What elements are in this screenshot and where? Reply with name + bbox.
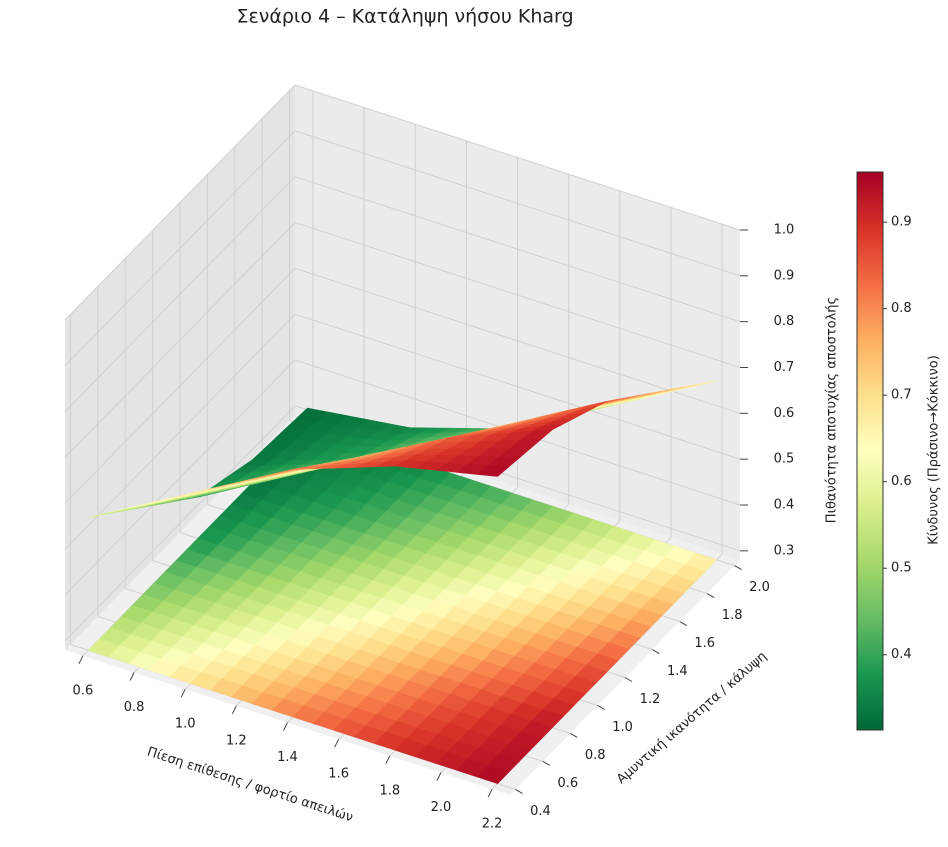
grid-line — [64, 130, 296, 367]
y-axis-label: Αμυντική ικανότητα / κάλυψη — [614, 649, 770, 787]
grid-line — [294, 130, 741, 277]
y-tick-mark — [679, 621, 688, 626]
x-tick-label: 2.2 — [482, 817, 503, 832]
y-tick-label: 1.6 — [694, 636, 715, 651]
grid-line — [64, 267, 296, 504]
grid-line — [294, 84, 741, 231]
z-tick-label: 0.7 — [774, 360, 795, 375]
x-axis-label: Πίεση επίθεσης / φορτίο απειλών — [145, 745, 355, 826]
y-tick-label: 1.0 — [612, 720, 633, 735]
x-tick-label: 1.0 — [175, 717, 196, 732]
y-tick-label: 2.0 — [749, 580, 770, 595]
floor-contour — [476, 765, 510, 784]
y-tick-label: 0.8 — [585, 748, 606, 763]
x-tick-mark — [334, 738, 340, 748]
colorbar-tick-label: 0.6 — [891, 474, 912, 489]
colorbar-tick-label: 0.9 — [891, 215, 912, 230]
colorbar: 0.4 0.5 0.6 0.7 0.8 0.9 — [856, 171, 912, 731]
colorbar-tick-label: 0.8 — [891, 301, 912, 316]
x-tick-label: 1.6 — [328, 767, 349, 782]
grid-line — [294, 222, 741, 368]
x-tick-mark — [231, 705, 237, 715]
plot-3d: 0.6 0.8 1.0 1.2 1.4 1.6 1.8 2.0 2.2 0.4 0.6 0.8 1.0 1… — [64, 84, 795, 832]
x-tick-label: 0.8 — [124, 700, 145, 715]
y-tick-mark — [597, 705, 605, 710]
grid-line — [64, 84, 296, 321]
grid-line — [64, 313, 296, 550]
grid-line — [64, 176, 296, 413]
x-tick-mark — [283, 722, 288, 731]
y-tick-label: 1.8 — [722, 608, 743, 623]
grid-line — [64, 405, 296, 642]
z-tick-label: 0.8 — [774, 314, 795, 329]
z-tick-label: 1.0 — [774, 223, 795, 238]
colorbar-gradient — [856, 171, 884, 731]
x-tick-mark — [385, 755, 391, 765]
y-tick-mark — [569, 733, 578, 738]
x-tick-label: 0.6 — [73, 683, 94, 698]
colorbar-tick-label: 0.5 — [891, 561, 912, 576]
z-tick-label: 0.6 — [774, 406, 795, 421]
y-tick-label: 1.4 — [667, 664, 688, 679]
x-tick-label: 1.2 — [226, 733, 247, 748]
y-tick-mark — [624, 677, 633, 682]
x-tick-label: 2.0 — [431, 800, 452, 815]
grid-line — [294, 176, 741, 323]
z-tick-label: 0.5 — [774, 452, 795, 467]
z-tick-label: 0.9 — [774, 268, 795, 283]
z-tick-label: 0.4 — [774, 498, 795, 513]
x-tick-mark — [78, 655, 84, 665]
y-tick-mark — [734, 565, 742, 571]
y-tick-label: 1.2 — [640, 692, 661, 707]
x-tick-label: 1.8 — [379, 783, 400, 798]
x-tick-mark — [487, 788, 493, 798]
y-tick-label: 0.6 — [558, 776, 579, 791]
y-tick-mark — [515, 788, 523, 794]
surface-patch — [476, 465, 510, 477]
colorbar-tick-label: 0.7 — [891, 388, 912, 403]
y-tick-mark — [706, 593, 715, 599]
y-tick-mark — [652, 649, 660, 654]
grid-line — [294, 267, 741, 414]
x-tick-label: 1.4 — [277, 750, 298, 765]
x-tick-mark — [436, 772, 442, 781]
grid-line — [294, 313, 741, 460]
grid-line — [64, 359, 296, 596]
colorbar-label: Κίνδυνος (Πράσινο→Κόκκινο) — [927, 355, 942, 545]
x-tick-mark — [129, 672, 135, 681]
z-axis-label: Πιθανότητα αποτυχίας αποστολής — [825, 297, 840, 523]
x-tick-mark — [180, 688, 186, 698]
grid-line — [64, 222, 296, 458]
z-tick-label: 0.3 — [774, 543, 795, 558]
y-tick-mark — [542, 760, 551, 766]
chart-title: Σενάριο 4 – Κατάληψη νήσου Kharg — [236, 6, 573, 28]
y-tick-label: 0.4 — [530, 804, 551, 819]
colorbar-tick-label: 0.4 — [891, 647, 912, 662]
